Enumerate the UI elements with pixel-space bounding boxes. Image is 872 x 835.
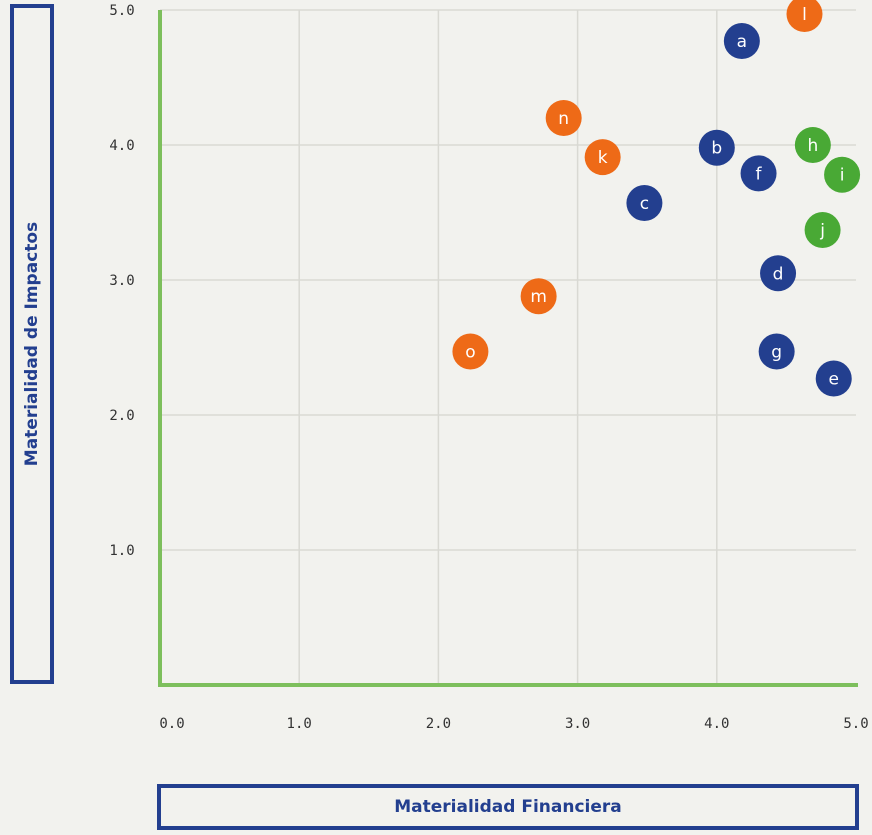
point-marker xyxy=(786,0,823,33)
point-label: g xyxy=(771,343,782,363)
point-l: l xyxy=(786,0,823,33)
point-a: a xyxy=(723,23,760,60)
x-tick-label: 4.0 xyxy=(704,716,729,732)
point-h: h xyxy=(794,127,831,163)
x-tick-labels: 0.0 1.0 2.0 3.0 4.0 5.0 xyxy=(159,716,868,732)
x-tick-label: 3.0 xyxy=(565,716,590,732)
point-label: b xyxy=(711,139,722,159)
point-i: i xyxy=(824,156,861,193)
point-label: m xyxy=(530,287,547,307)
point-k: k xyxy=(584,139,621,176)
axes xyxy=(158,10,858,687)
point-marker xyxy=(698,129,735,166)
point-marker xyxy=(794,127,831,163)
grid-lines xyxy=(160,9,856,685)
y-tick-label: 3.0 xyxy=(109,273,134,289)
point-label: j xyxy=(819,221,825,241)
point-marker xyxy=(804,212,841,249)
point-b: b xyxy=(698,129,735,166)
x-axis-label: Materialidad Financiera xyxy=(394,797,622,817)
point-label: f xyxy=(756,164,763,184)
point-c: c xyxy=(626,185,663,222)
point-marker xyxy=(723,23,760,60)
point-label: i xyxy=(840,166,845,186)
point-marker xyxy=(760,255,797,292)
point-marker xyxy=(824,156,861,193)
point-label: d xyxy=(773,264,784,284)
x-tick-label: 2.0 xyxy=(426,716,451,732)
y-tick-label: 4.0 xyxy=(109,138,134,154)
point-marker xyxy=(815,360,852,397)
x-tick-label: 5.0 xyxy=(843,716,868,732)
y-tick-labels: 1.0 2.0 3.0 4.0 5.0 xyxy=(109,3,134,559)
y-tick-label: 1.0 xyxy=(109,543,134,559)
y-tick-label: 5.0 xyxy=(109,3,134,19)
point-label: l xyxy=(802,5,807,25)
point-marker xyxy=(520,278,557,315)
y-axis-label: Materialidad de Impactos xyxy=(22,221,42,467)
point-label: c xyxy=(640,194,649,214)
point-f: f xyxy=(740,155,777,192)
point-m: m xyxy=(520,278,557,315)
point-label: e xyxy=(828,370,838,390)
point-marker xyxy=(758,333,795,370)
x-tick-label: 0.0 xyxy=(159,716,184,732)
point-marker xyxy=(584,139,621,176)
point-label: h xyxy=(807,136,818,156)
y-tick-label: 2.0 xyxy=(109,408,134,424)
point-d: d xyxy=(760,255,797,292)
point-n: n xyxy=(545,100,582,136)
point-e: e xyxy=(815,360,852,397)
point-label: n xyxy=(558,109,569,129)
point-label: k xyxy=(598,148,608,168)
point-marker xyxy=(452,333,489,370)
x-axis-label-box: Materialidad Financiera xyxy=(157,784,859,830)
y-axis-label-box: Materialidad de Impactos xyxy=(10,4,54,684)
point-j: j xyxy=(804,212,841,249)
point-label: o xyxy=(465,343,475,363)
point-marker xyxy=(740,155,777,192)
x-tick-label: 1.0 xyxy=(287,716,312,732)
data-points: a b c d e f g h i j k l m n o xyxy=(452,0,861,397)
point-marker xyxy=(626,185,663,222)
point-label: a xyxy=(737,32,747,52)
point-o: o xyxy=(452,333,489,370)
point-g: g xyxy=(758,333,795,370)
point-marker xyxy=(545,100,582,136)
